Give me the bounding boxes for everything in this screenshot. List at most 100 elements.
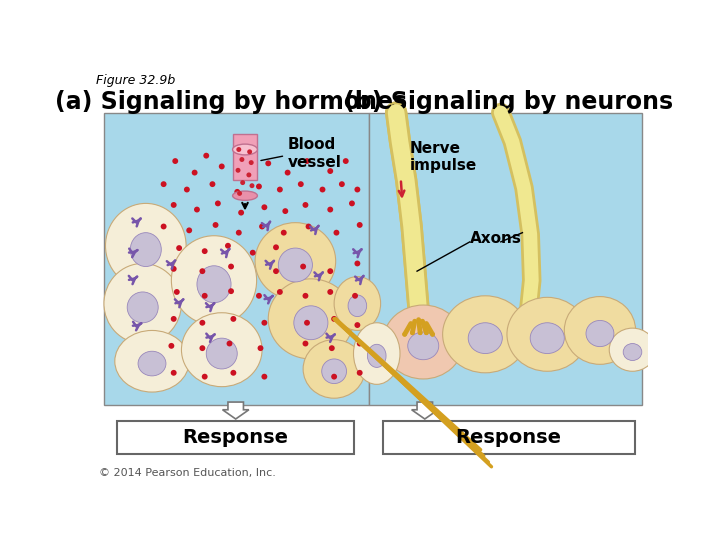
Text: Response: Response <box>456 428 562 447</box>
Text: Figure 32.9b: Figure 32.9b <box>96 74 176 87</box>
Ellipse shape <box>367 345 386 367</box>
Circle shape <box>331 374 337 380</box>
Circle shape <box>281 230 287 235</box>
Circle shape <box>248 160 253 165</box>
Circle shape <box>302 202 308 208</box>
Circle shape <box>331 316 337 322</box>
Ellipse shape <box>334 276 381 330</box>
Circle shape <box>236 147 241 152</box>
Circle shape <box>171 316 176 322</box>
Circle shape <box>247 150 252 154</box>
Circle shape <box>230 316 236 322</box>
Circle shape <box>230 370 236 376</box>
Circle shape <box>236 230 242 235</box>
Circle shape <box>298 181 304 187</box>
Circle shape <box>265 160 271 166</box>
Bar <box>104 112 369 405</box>
Ellipse shape <box>130 233 161 267</box>
Circle shape <box>215 200 221 206</box>
Circle shape <box>333 230 339 235</box>
Circle shape <box>328 268 333 274</box>
Ellipse shape <box>564 296 636 365</box>
Circle shape <box>171 202 176 208</box>
Circle shape <box>356 341 363 347</box>
Circle shape <box>240 180 245 185</box>
Ellipse shape <box>114 330 189 392</box>
Ellipse shape <box>106 204 186 288</box>
Circle shape <box>354 322 360 328</box>
Circle shape <box>349 200 355 206</box>
Circle shape <box>424 330 428 335</box>
Circle shape <box>277 187 283 192</box>
Circle shape <box>228 264 234 269</box>
Circle shape <box>161 181 166 187</box>
Circle shape <box>199 320 205 326</box>
Circle shape <box>171 266 176 272</box>
Circle shape <box>300 264 306 269</box>
Circle shape <box>246 172 251 177</box>
Circle shape <box>320 187 325 192</box>
Bar <box>383 421 635 454</box>
Ellipse shape <box>408 332 438 360</box>
Ellipse shape <box>279 248 312 282</box>
Circle shape <box>250 183 254 188</box>
Ellipse shape <box>348 295 366 316</box>
Ellipse shape <box>383 305 464 379</box>
Ellipse shape <box>586 320 614 347</box>
Ellipse shape <box>197 266 231 303</box>
Ellipse shape <box>171 236 256 325</box>
Circle shape <box>212 222 218 228</box>
Circle shape <box>282 208 288 214</box>
Circle shape <box>356 222 363 228</box>
Ellipse shape <box>609 328 656 372</box>
Ellipse shape <box>303 340 365 398</box>
Circle shape <box>284 170 291 176</box>
Circle shape <box>354 187 360 192</box>
Circle shape <box>256 293 262 299</box>
Circle shape <box>171 370 176 376</box>
Circle shape <box>354 260 360 266</box>
Circle shape <box>199 268 205 274</box>
Circle shape <box>431 332 435 336</box>
Ellipse shape <box>233 191 258 200</box>
Circle shape <box>418 330 423 335</box>
Ellipse shape <box>322 359 346 383</box>
Ellipse shape <box>206 338 238 369</box>
Circle shape <box>202 293 207 299</box>
Circle shape <box>238 210 244 215</box>
Ellipse shape <box>104 264 181 343</box>
Circle shape <box>184 187 190 192</box>
Circle shape <box>305 224 312 230</box>
Circle shape <box>261 320 267 326</box>
Circle shape <box>273 245 279 250</box>
Circle shape <box>228 288 234 294</box>
Text: Axons: Axons <box>469 231 521 246</box>
Circle shape <box>194 207 200 212</box>
FancyArrow shape <box>222 402 249 419</box>
Circle shape <box>234 189 240 195</box>
Ellipse shape <box>233 144 258 155</box>
Circle shape <box>202 374 207 380</box>
Ellipse shape <box>443 296 528 373</box>
Circle shape <box>410 330 415 335</box>
Circle shape <box>202 248 207 254</box>
Circle shape <box>225 243 231 249</box>
Text: Blood
vessel: Blood vessel <box>287 137 341 170</box>
Circle shape <box>256 184 262 190</box>
Circle shape <box>227 341 233 347</box>
Circle shape <box>258 345 264 351</box>
FancyArrow shape <box>412 402 438 419</box>
Ellipse shape <box>294 306 328 340</box>
Circle shape <box>402 332 407 336</box>
Circle shape <box>259 224 265 230</box>
Ellipse shape <box>138 351 166 376</box>
Text: © 2014 Pearson Education, Inc.: © 2014 Pearson Education, Inc. <box>99 468 276 478</box>
Circle shape <box>273 268 279 274</box>
Circle shape <box>250 250 256 255</box>
Circle shape <box>174 289 180 295</box>
Circle shape <box>261 374 267 380</box>
Circle shape <box>328 168 333 174</box>
Circle shape <box>328 207 333 212</box>
Circle shape <box>356 370 363 376</box>
Circle shape <box>302 341 308 347</box>
